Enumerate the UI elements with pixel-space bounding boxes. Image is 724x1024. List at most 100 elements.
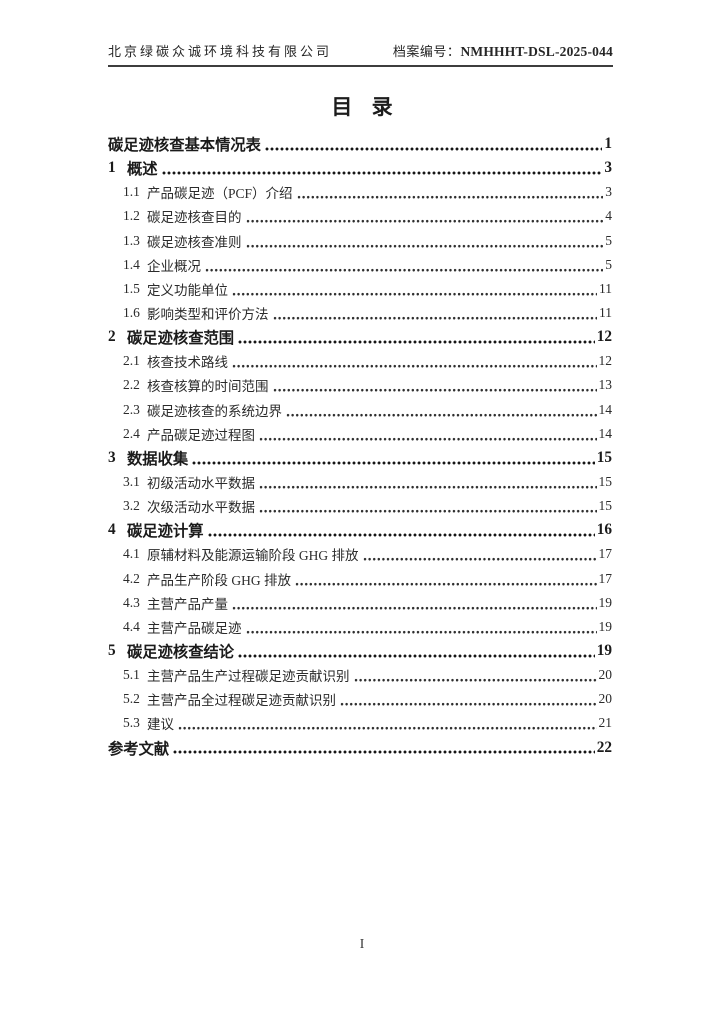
- leader-dots: [232, 590, 597, 615]
- leader-dots: [232, 276, 597, 301]
- toc-entry-label: 次级活动水平数据: [147, 500, 255, 516]
- toc-entry-2-1[interactable]: 2.1 核查技术路线 12: [108, 349, 612, 374]
- toc-page-number: 5: [605, 232, 612, 248]
- leader-dots: [272, 373, 597, 398]
- toc-entry-5-2[interactable]: 5.2 主营产品全过程碳足迹贡献识别 20: [108, 687, 613, 712]
- toc-entry-label: 主营产品碳足迹: [147, 620, 242, 636]
- page-footer: I: [0, 936, 724, 952]
- toc-page-number: 20: [598, 691, 613, 707]
- toc-entry-5-1[interactable]: 5.1 主营产品生产过程碳足迹贡献识别 20: [108, 663, 612, 688]
- toc-entry-number: 1: [108, 159, 116, 177]
- toc-entry-number: 5.3: [123, 715, 140, 731]
- toc-entry-label: 概述: [127, 161, 158, 179]
- leader-dots: [259, 421, 597, 446]
- toc-entry-4-1[interactable]: 4.1 原辅材料及能源运输阶段 GHG 排放 17: [108, 542, 613, 567]
- toc-page-number: 16: [596, 521, 612, 539]
- toc-entry-number: 5.2: [123, 691, 140, 707]
- toc-entry-number: 3.1: [123, 474, 140, 490]
- toc-entry-1-3[interactable]: 1.3 碳足迹核查准则 5: [108, 228, 612, 253]
- toc-entry-label: 碳足迹核查目的: [147, 210, 242, 226]
- toc-page-number: 15: [596, 448, 612, 466]
- toc-entry-number: 2.2: [123, 377, 140, 393]
- toc-page-number: 11: [599, 280, 612, 296]
- leader-dots: [272, 300, 597, 326]
- leader-dots: [205, 252, 604, 277]
- toc-entry-label: 碳足迹核查范围: [127, 330, 235, 348]
- leader-dots: [295, 566, 597, 591]
- toc-entry-number: 2: [108, 328, 116, 346]
- toc-entry-number: 1.1: [123, 184, 140, 200]
- toc-entry-number: 1.4: [123, 256, 140, 272]
- leader-dots: [232, 349, 597, 374]
- toc-entry-4-4[interactable]: 4.4 主营产品碳足迹 19: [108, 614, 613, 639]
- toc-entry-label: 产品碳足迹过程图: [147, 427, 255, 443]
- toc-entry-1-6[interactable]: 1.6 影响类型和评价方法 11: [108, 300, 612, 326]
- page-title: 目 录: [331, 95, 400, 119]
- leader-dots: [362, 542, 597, 567]
- leader-dots: [353, 663, 597, 688]
- toc-entry-number: 4.1: [123, 546, 140, 562]
- toc-entry-1-4[interactable]: 1.4 企业概况 5: [108, 252, 612, 277]
- toc-entry-label: 影响类型和评价方法: [147, 307, 269, 323]
- toc-entry-5[interactable]: 5 碳足迹核查结论 19: [108, 638, 612, 664]
- toc-entry-2-4[interactable]: 2.4 产品碳足迹过程图 14: [108, 421, 613, 446]
- toc-entry-number: 1.5: [123, 280, 140, 296]
- toc-entry-2-3[interactable]: 2.3 碳足迹核查的系统边界 14: [108, 397, 613, 422]
- toc-entry-label: 产品碳足迹（PCF）介绍: [147, 186, 293, 202]
- leader-dots: [296, 180, 604, 205]
- file-number-label: 档案编号：: [392, 44, 461, 59]
- toc-page-number: 3: [604, 159, 612, 177]
- toc-entry-2[interactable]: 2 碳足迹核查范围 12: [108, 325, 612, 350]
- toc-entry-4[interactable]: 4 碳足迹计算 16: [108, 518, 612, 543]
- toc-entry-1-2[interactable]: 1.2 碳足迹核查目的 4: [108, 204, 612, 229]
- toc-page-number: 12: [596, 328, 612, 346]
- toc-entry-1[interactable]: 1 概述 3: [108, 156, 612, 181]
- toc-entry-1-5[interactable]: 1.5 定义功能单位 11: [108, 276, 612, 301]
- leader-dots: [161, 156, 603, 181]
- toc-entry-number: 2.3: [123, 401, 140, 417]
- toc-entry-number: 5.1: [123, 667, 140, 683]
- toc-entry-3-2[interactable]: 3.2 次级活动水平数据 15: [108, 494, 612, 519]
- toc-entry-number: 4.4: [123, 618, 140, 634]
- toc-entry-references[interactable]: 参考文献 22: [108, 735, 612, 760]
- leader-dots: [286, 397, 597, 422]
- toc-entry-number: 5: [108, 642, 116, 660]
- toc-entry-5-3[interactable]: 5.3 建议 21: [108, 711, 612, 736]
- leader-dots: [178, 711, 597, 736]
- leader-dots: [340, 687, 597, 712]
- toc-entry-label: 碳足迹核查结论: [127, 644, 235, 662]
- toc-page-number: 4: [605, 208, 612, 224]
- toc-page-number: 15: [598, 474, 613, 490]
- toc-entry-4-3[interactable]: 4.3 主营产品产量 19: [108, 590, 612, 615]
- toc-page-number: 17: [598, 546, 613, 562]
- toc-entry-number: 1.6: [123, 305, 140, 321]
- toc-page-number: 3: [605, 184, 612, 200]
- toc-entry-4-2[interactable]: 4.2 产品生产阶段 GHG 排放 17: [108, 566, 612, 591]
- toc-entry-2-2[interactable]: 2.2 核查核算的时间范围 13: [108, 373, 612, 398]
- toc-page-number: 11: [599, 305, 612, 321]
- toc-entry-basic-info-table[interactable]: 碳足迹核查基本情况表 1: [108, 132, 612, 157]
- toc-page-number: 1: [604, 135, 612, 153]
- page-number: I: [359, 936, 365, 951]
- toc-entry-label: 碳足迹核查准则: [147, 234, 242, 250]
- leader-dots: [245, 614, 597, 639]
- toc-entry-label: 碳足迹核查基本情况表: [108, 137, 261, 155]
- company-name: 北京绿碳众诚环境科技有限公司: [108, 44, 333, 59]
- toc-entry-3[interactable]: 3 数据收集 15: [108, 445, 612, 470]
- toc-entry-number: 1.3: [123, 232, 140, 248]
- toc-entry-label: 原辅材料及能源运输阶段 GHG 排放: [147, 548, 359, 564]
- toc-entry-label: 参考文献: [108, 740, 170, 758]
- leader-dots: [245, 228, 604, 253]
- toc-entry-number: 1.2: [123, 208, 140, 224]
- toc-entry-1-1[interactable]: 1.1 产品碳足迹（PCF）介绍 3: [108, 180, 612, 205]
- leader-dots: [238, 325, 595, 350]
- toc-entry-number: 4.2: [123, 570, 140, 586]
- page-header: 北京绿碳众诚环境科技有限公司 档案编号：NMHHHT-DSL-2025-044: [108, 44, 613, 67]
- toc-page-number: 14: [598, 401, 613, 417]
- toc-entry-3-1[interactable]: 3.1 初级活动水平数据 15: [108, 469, 613, 495]
- toc-entry-number: 4.3: [123, 594, 140, 610]
- toc-page-number: 19: [598, 618, 613, 634]
- leader-dots: [245, 204, 604, 229]
- toc-page-number: 14: [598, 425, 613, 441]
